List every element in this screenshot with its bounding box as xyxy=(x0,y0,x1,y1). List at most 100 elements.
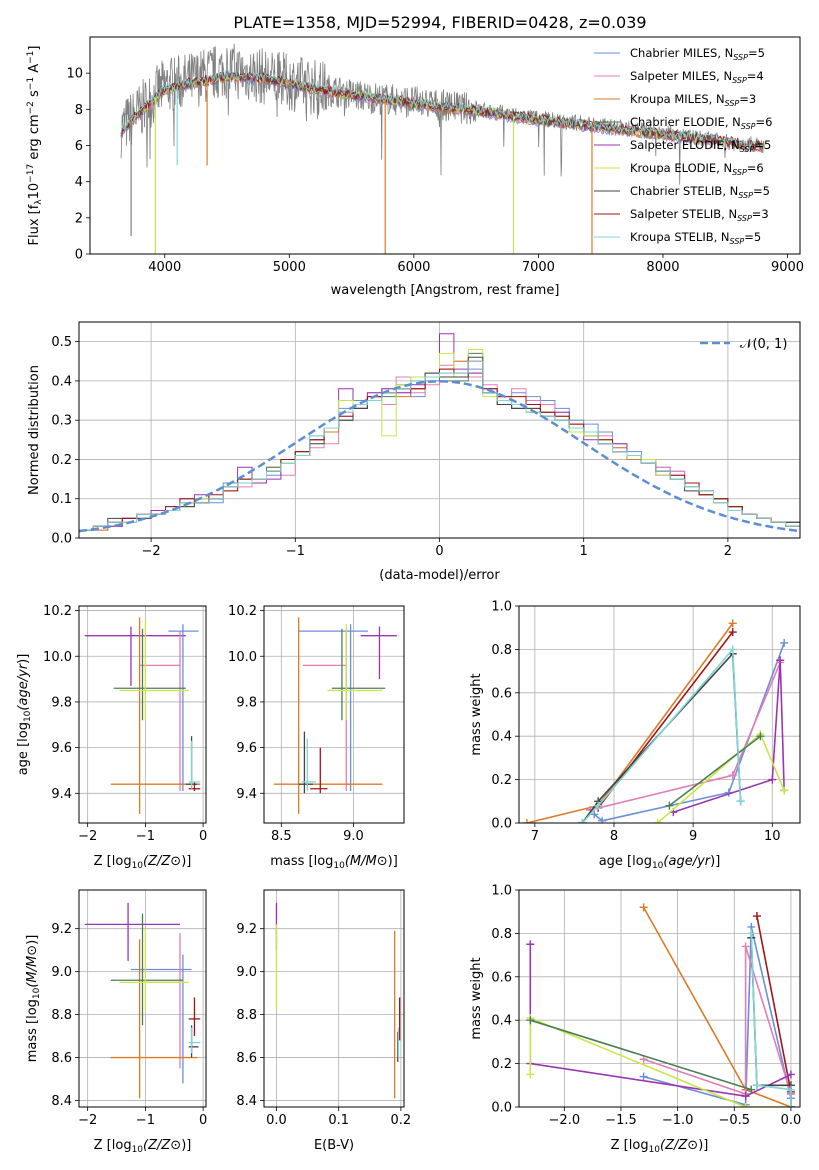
axes-spectrum: 4000 5000 6000 7000 8000 9000 0 2 4 6 8 10 wavelengt… xyxy=(26,36,804,298)
y-tick-label: 0.4 xyxy=(491,1014,512,1029)
y-tick-label: 9.6 xyxy=(51,741,72,756)
y-tick-label: 0.0 xyxy=(51,532,72,547)
weight-series-line xyxy=(526,622,734,823)
x-tick-label: 1 xyxy=(580,544,588,559)
y-tick-label: 8.4 xyxy=(236,1094,257,1109)
x-tick-label: −0.5 xyxy=(718,1113,750,1128)
y-tick-label: 0.6 xyxy=(491,970,512,985)
weight-marker xyxy=(639,1072,648,1081)
y-tick-label: 0.4 xyxy=(491,730,512,745)
weight-series-line xyxy=(643,946,792,1096)
y-tick-label: 4 xyxy=(75,175,83,190)
axes-mass-vs-ebv: 0.0 0.1 0.2 8.4 8.6 8.8 9.0 9.2 E(B-V) xyxy=(236,889,412,1153)
weight-series-line xyxy=(643,926,792,1106)
x-axis-label: E(B-V) xyxy=(314,1138,354,1153)
y-tick-label: 8.6 xyxy=(236,1051,257,1066)
weight-series-line xyxy=(529,1016,791,1107)
weight-series-line xyxy=(750,933,792,1107)
x-tick-label: 0.2 xyxy=(391,1113,412,1128)
y-axis-label: age [log10(age/yr)] xyxy=(16,654,33,776)
weight-marker xyxy=(741,1092,750,1101)
weight-marker xyxy=(741,942,750,951)
legend-label: Kroupa ELODIE, NSSP=6 xyxy=(630,161,764,177)
x-tick-label: 10 xyxy=(764,829,781,844)
y-tick-label: 10.2 xyxy=(43,604,72,619)
weight-series-line xyxy=(668,735,761,807)
y-tick-label: 10 xyxy=(66,67,83,82)
x-tick-label: 9 xyxy=(689,829,697,844)
weight-series-line xyxy=(642,907,792,1107)
weight-marker xyxy=(786,1085,795,1094)
y-tick-label: 0.2 xyxy=(491,773,512,788)
y-tick-label: 9.6 xyxy=(236,741,257,756)
x-tick-label: 4000 xyxy=(148,260,181,275)
weight-marker xyxy=(526,1016,535,1025)
x-tick-label: 8000 xyxy=(646,260,679,275)
y-tick-label: 10.2 xyxy=(228,604,257,619)
x-tick-label: 0.0 xyxy=(781,1113,802,1128)
x-tick-label: −2 xyxy=(142,544,161,559)
weight-marker xyxy=(747,1085,756,1094)
weight-marker xyxy=(578,819,587,823)
weight-series-line xyxy=(530,1019,752,1091)
x-axis-label: wavelength [Angstrom, rest frame] xyxy=(331,283,560,298)
weight-marker xyxy=(728,771,737,780)
y-tick-label: 0.3 xyxy=(51,414,72,429)
plot-area-weight-vs-z xyxy=(526,903,795,1107)
y-tick-label: 9.8 xyxy=(236,695,257,710)
y-tick-label: 0.2 xyxy=(51,453,72,468)
x-tick-label: 2 xyxy=(724,544,732,559)
weight-marker xyxy=(786,1070,795,1079)
weight-marker xyxy=(728,628,737,637)
y-tick-label: 0 xyxy=(75,248,83,263)
x-tick-label: 0.1 xyxy=(328,1113,349,1128)
x-tick-label: 9.0 xyxy=(343,829,364,844)
y-tick-label: 9.2 xyxy=(236,922,257,937)
weight-marker xyxy=(786,1103,795,1107)
y-tick-label: 1.0 xyxy=(491,884,512,899)
legend-label: Chabrier ELODIE, NSSP=6 xyxy=(630,115,772,131)
x-tick-label: −2 xyxy=(78,829,97,844)
y-tick-label: 9.8 xyxy=(51,695,72,710)
x-axis-label: Z [log10(Z/Z⊙)] xyxy=(94,854,192,871)
axes-frame xyxy=(263,605,405,824)
x-tick-label: 7000 xyxy=(522,260,555,275)
x-axis-label: Z [log10(Z/Z⊙)] xyxy=(94,1138,192,1155)
axes-mass-vs-z: −2 −1 0 8.4 8.6 8.8 9.0 9.2 Z [log10(Z/Z⊙)] mass … xyxy=(25,889,207,1155)
legend-label: Salpeter ELODIE, NSSP=5 xyxy=(630,138,771,154)
plot-area-weight-vs-age xyxy=(522,619,789,823)
y-tick-label: 6 xyxy=(75,139,83,154)
x-axis-label: (data-model)/error xyxy=(379,568,500,583)
y-tick-label: 0.8 xyxy=(491,927,512,942)
x-tick-label: 0 xyxy=(435,544,443,559)
plot-area-residuals xyxy=(79,333,800,538)
axes-age-vs-mass: 8.5 9.0 9.4 9.6 9.8 10.0 10.2 mass [log10(M/M⊙)… xyxy=(228,604,405,871)
weight-marker xyxy=(590,810,599,819)
figure-title: PLATE=1358, MJD=52994, FIBERID=0428, z=0… xyxy=(233,13,646,32)
legend-label: Chabrier MILES, NSSP=5 xyxy=(630,46,765,62)
weight-marker xyxy=(776,656,785,665)
plot-area-mass-vs-ebv xyxy=(275,902,401,1099)
x-tick-label: −2.0 xyxy=(549,1113,581,1128)
y-tick-label: 0.6 xyxy=(491,686,512,701)
weight-marker xyxy=(756,732,765,741)
legend-label: Chabrier STELIB, NSSP=5 xyxy=(630,184,770,200)
y-tick-label: 9.2 xyxy=(51,922,72,937)
legend-label: Kroupa STELIB, NSSP=5 xyxy=(630,230,761,246)
y-tick-label: 8.6 xyxy=(51,1051,72,1066)
weight-marker xyxy=(526,1070,535,1079)
weight-marker xyxy=(665,801,674,810)
weight-marker xyxy=(728,645,737,654)
x-tick-label: 8 xyxy=(610,829,618,844)
y-axis-label: mass weight xyxy=(469,673,484,755)
x-tick-label: −2 xyxy=(78,1113,97,1128)
x-tick-label: 5000 xyxy=(273,260,306,275)
y-tick-label: 8.8 xyxy=(51,1008,72,1023)
axes-frame xyxy=(518,889,801,1108)
y-tick-label: 1.0 xyxy=(491,600,512,615)
weight-marker xyxy=(598,816,607,823)
axes-frame xyxy=(263,889,405,1108)
x-tick-label: −1.0 xyxy=(662,1113,694,1128)
weight-marker xyxy=(780,786,789,795)
